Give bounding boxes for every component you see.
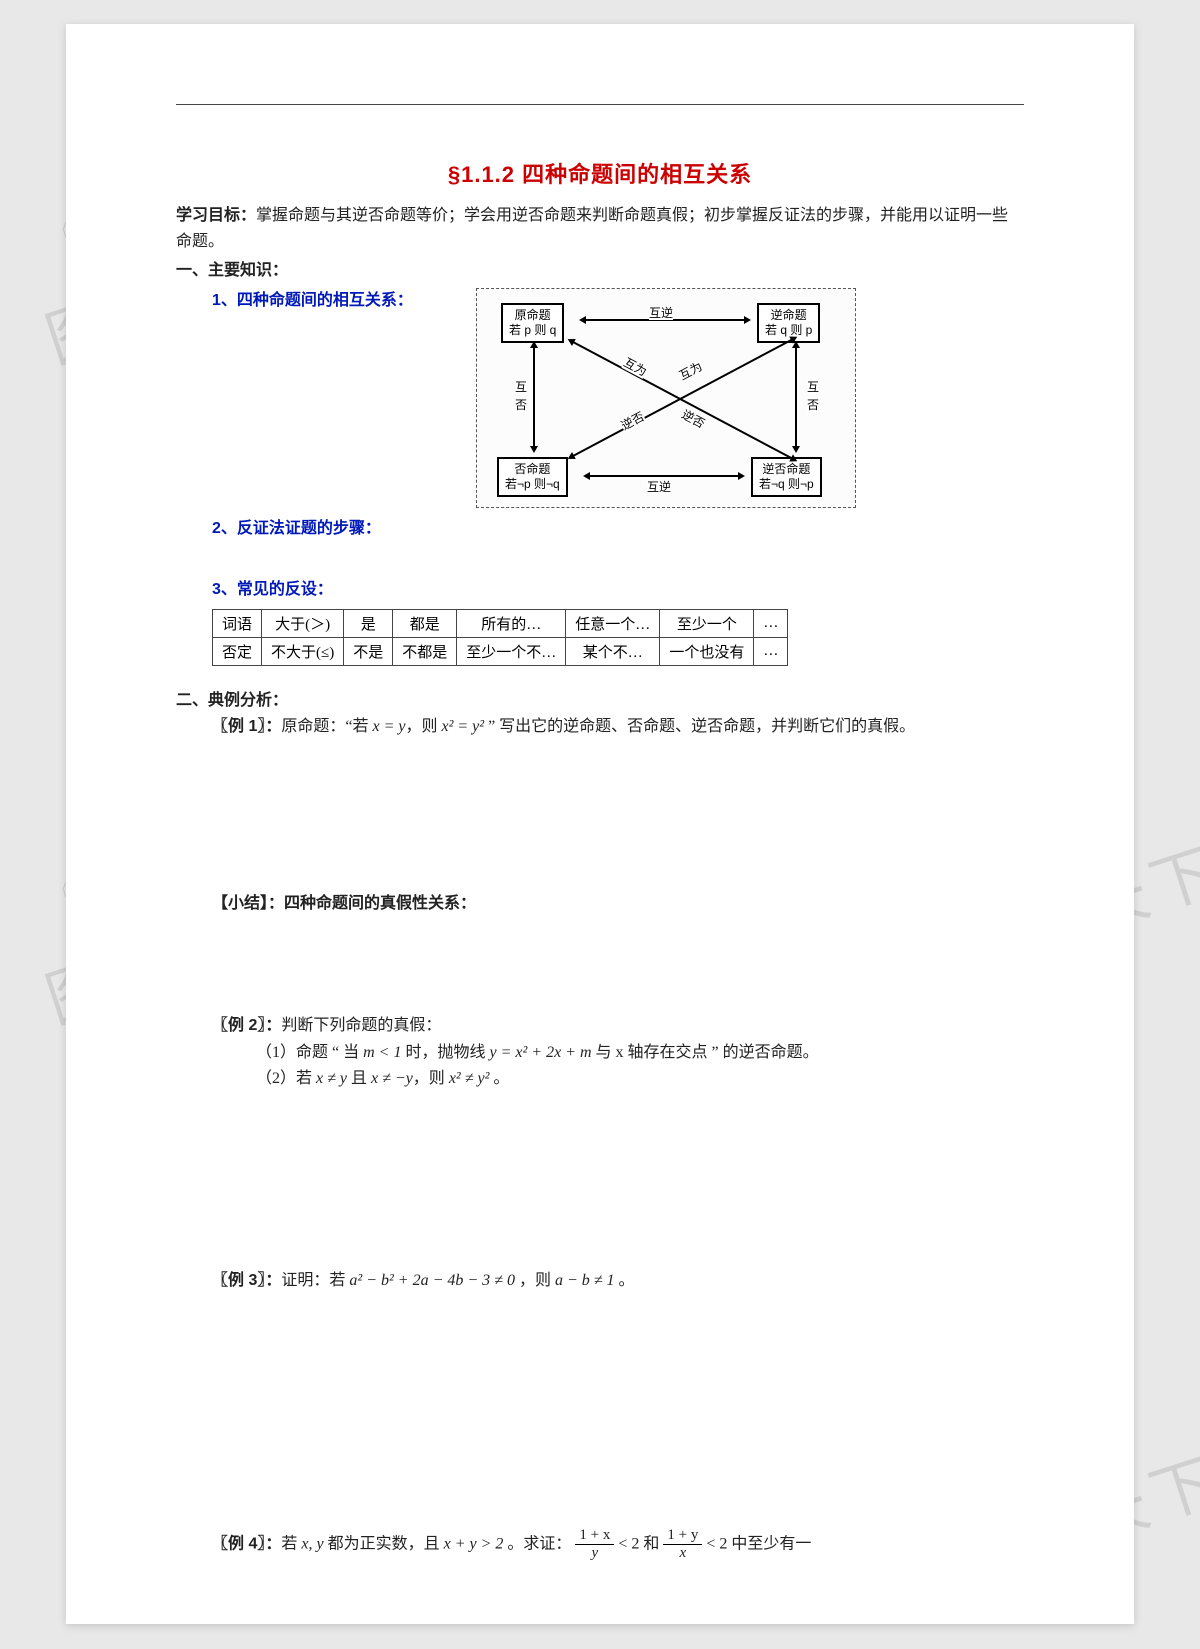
section-2-head: 二、典例分析： xyxy=(176,688,1024,714)
header-rule xyxy=(176,104,1024,105)
diagram-label-diag2a: 互为 xyxy=(677,360,704,383)
example-4-label: 〖例 4〗： xyxy=(212,1535,281,1552)
math: m < 1 xyxy=(363,1044,401,1061)
fraction: 1 + xy xyxy=(575,1527,614,1563)
table-cell: 所有的… xyxy=(457,609,566,637)
example-2-label: 〖例 2〗： xyxy=(212,1017,281,1034)
learning-objective: 学习目标：掌握命题与其逆否命题等价；学会用逆否命题来判断命题真假；初步掌握反证法… xyxy=(176,203,1024,256)
math: a² − b² + 2a − 4b − 3 ≠ 0 xyxy=(349,1272,515,1289)
diagram-edge-diag1 xyxy=(573,341,793,459)
section-1-item-1: 1、四种命题间的相互关系： xyxy=(176,288,456,314)
example-1-label: 〖例 1〗： xyxy=(212,718,281,735)
section-1-head: 一、主要知识： xyxy=(176,258,1024,284)
negation-table: 词语 大于(＞) 是 都是 所有的… 任意一个… 至少一个 … 否定 不大于(≤… xyxy=(212,609,788,666)
objective-text: 掌握命题与其逆否命题等价；学会用逆否命题来判断命题真假；初步掌握反证法的步骤，并… xyxy=(176,207,1008,250)
math: a − b ≠ 1 xyxy=(555,1272,615,1289)
diagram-label-diag2b: 逆否 xyxy=(619,410,646,433)
objective-label: 学习目标： xyxy=(176,207,256,224)
section-1-item-3: 3、常见的反设： xyxy=(176,577,1024,603)
example-3: 〖例 3〗：证明：若 a² − b² + 2a − 4b − 3 ≠ 0 ，则 … xyxy=(176,1268,1024,1294)
math: y = x² + 2x + m xyxy=(489,1044,591,1061)
section-1-item-2: 2、反证法证题的步骤： xyxy=(176,516,1024,542)
diagram-edge-bottom xyxy=(589,475,739,477)
summary: 【小结】：四种命题间的真假性关系： xyxy=(176,891,1024,917)
table-cell: … xyxy=(754,637,788,665)
table-cell: 不都是 xyxy=(393,637,457,665)
example-2-item-2: （2）若 x ≠ y 且 x ≠ −y，则 x² ≠ y² 。 xyxy=(176,1066,1024,1092)
table-cell: 大于(＞) xyxy=(262,609,344,637)
table-cell: 否定 xyxy=(213,637,262,665)
table-cell: 一个也没有 xyxy=(660,637,754,665)
math: x ≠ −y xyxy=(371,1070,413,1087)
diagram-edge-right xyxy=(795,347,797,447)
diagram-label-right-b: 否 xyxy=(807,399,819,412)
table-cell: 是 xyxy=(344,609,393,637)
math: x² = y² xyxy=(441,718,484,735)
example-2-item-1: （1）命题 “ 当 m < 1 时，抛物线 y = x² + 2x + m 与 … xyxy=(176,1040,1024,1066)
table-row: 否定 不大于(≤) 不是 不都是 至少一个不… 某个不… 一个也没有 … xyxy=(213,637,788,665)
section-1-item-1-row: 1、四种命题间的相互关系： 原命题若 p 则 q 逆命题若 q 则 p 否命题若… xyxy=(176,288,1024,508)
diagram-node-inverse: 否命题若¬p 则¬q xyxy=(497,457,568,497)
math: x, y xyxy=(301,1535,323,1552)
diagram-label-left-b: 否 xyxy=(515,399,527,412)
diagram-edge-left xyxy=(533,347,535,447)
diagram-label-right-a: 互 xyxy=(807,381,819,394)
table-cell: 任意一个… xyxy=(566,609,660,637)
table-cell: 至少一个不… xyxy=(457,637,566,665)
summary-label: 【小结】： xyxy=(212,895,284,912)
example-1: 〖例 1〗：原命题：“若 x = y，则 x² = y² ” 写出它的逆命题、否… xyxy=(176,714,1024,740)
diagram-label-left-a: 互 xyxy=(515,381,527,394)
page: §1.1.2 四种命题间的相互关系 学习目标：掌握命题与其逆否命题等价；学会用逆… xyxy=(66,24,1134,1624)
diagram-node-contrapositive: 逆否命题若¬q 则¬p xyxy=(751,457,822,497)
table-row: 词语 大于(＞) 是 都是 所有的… 任意一个… 至少一个 … xyxy=(213,609,788,637)
document-title: §1.1.2 四种命题间的相互关系 xyxy=(176,157,1024,189)
math: x² ≠ y² xyxy=(449,1070,490,1087)
example-3-label: 〖例 3〗： xyxy=(212,1272,281,1289)
math: x + y > 2 xyxy=(444,1535,504,1552)
math: x ≠ y xyxy=(316,1070,347,1087)
math: x = y xyxy=(372,718,405,735)
example-2-head: 〖例 2〗：判断下列命题的真假： xyxy=(176,1013,1024,1039)
table-cell: … xyxy=(754,609,788,637)
propositions-diagram: 原命题若 p 则 q 逆命题若 q 则 p 否命题若¬p 则¬q 逆否命题若¬q… xyxy=(476,288,856,508)
summary-text: 四种命题间的真假性关系： xyxy=(284,895,476,912)
example-4: 〖例 4〗：若 x, y 都为正实数，且 x + y > 2 。求证： 1 + … xyxy=(176,1527,1024,1563)
table-cell: 词语 xyxy=(213,609,262,637)
table-cell: 不是 xyxy=(344,637,393,665)
table-cell: 某个不… xyxy=(566,637,660,665)
fraction: 1 + yx xyxy=(663,1527,702,1563)
diagram-label-top: 互逆 xyxy=(649,307,673,320)
table-cell: 不大于(≤) xyxy=(262,637,344,665)
diagram-label-bottom: 互逆 xyxy=(647,481,671,494)
diagram-node-original: 原命题若 p 则 q xyxy=(501,303,564,343)
table-cell: 都是 xyxy=(393,609,457,637)
table-cell: 至少一个 xyxy=(660,609,754,637)
